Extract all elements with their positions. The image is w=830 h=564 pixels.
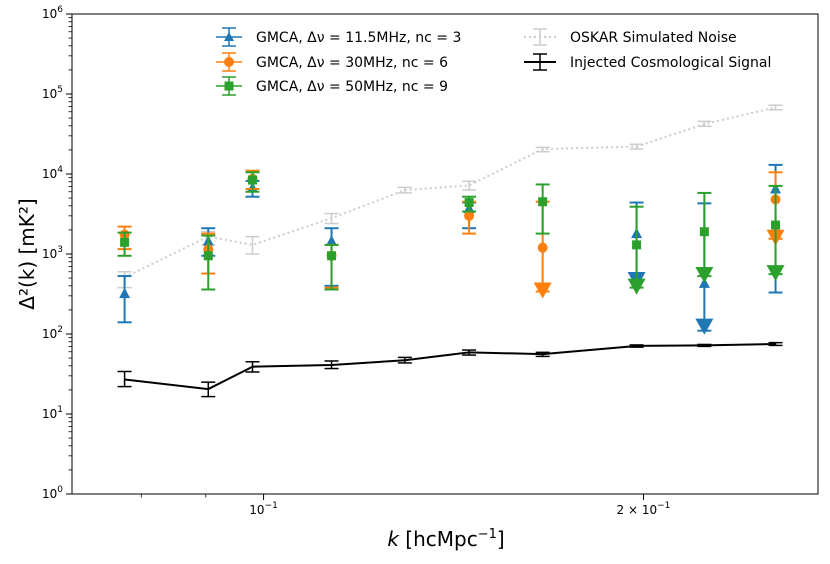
triangle-marker (326, 235, 338, 246)
square-marker (248, 175, 258, 185)
legend-entry-injected-signal: Injected Cosmological Signal (524, 53, 771, 71)
legend-label-injected-signal: Injected Cosmological Signal (570, 55, 771, 71)
y-tick-label: 101 (42, 405, 63, 421)
oskar-simulated-noise-line (124, 106, 776, 279)
legend-label-oskar-noise: OSKAR Simulated Noise (570, 30, 737, 46)
legend-label-gmca-50mhz: GMCA, Δν = 50MHz, nc = 9 (256, 79, 448, 95)
triangle-marker (119, 287, 131, 299)
square-marker (699, 227, 709, 237)
square-marker (464, 198, 474, 208)
square-marker (632, 240, 642, 250)
series-gmca-50mhz-nc-9 (117, 171, 785, 295)
series-gmca-30mhz-nc-6 (117, 169, 785, 299)
square-marker (203, 251, 213, 261)
series-oskar-simulated-noise (117, 104, 783, 289)
series-injected-cosmological-signal (117, 341, 783, 398)
legend-label-gmca-30mhz: GMCA, Δν = 30MHz, nc = 6 (256, 55, 448, 71)
x-tick-label: 2 × 10−1 (617, 501, 671, 517)
legend-entry-oskar-noise: OSKAR Simulated Noise (524, 28, 737, 46)
x-axis: 10−1 2 × 10−1 (140, 494, 671, 517)
square-marker (538, 197, 548, 207)
plot-content (117, 104, 785, 398)
y-tick-label: 105 (42, 85, 63, 101)
y-tick-label: 104 (42, 165, 63, 181)
legend-entry-gmca-30mhz: GMCA, Δν = 30MHz, nc = 6 (216, 52, 448, 72)
y-tick-label: 106 (42, 5, 63, 21)
upper-limit-arrow (627, 278, 646, 295)
upper-limit-arrow (695, 318, 714, 335)
series-gmca-11-5mhz-nc-3 (117, 163, 783, 335)
y-tick-label: 103 (42, 245, 63, 261)
x-axis-title: k [hcMpc−1] (387, 527, 504, 551)
y-tick-label: 100 (42, 485, 63, 501)
upper-limit-arrow (766, 265, 785, 282)
injected-cosmological-signal-line (124, 342, 776, 391)
circle-marker (537, 242, 548, 253)
circle-marker (464, 210, 475, 221)
x-tick-label: 10−1 (249, 501, 278, 517)
upper-limit-arrow (695, 267, 714, 284)
upper-limit-arrow (533, 282, 552, 299)
y-tick-label: 102 (42, 325, 63, 341)
square-marker (120, 237, 130, 247)
square-marker (771, 220, 781, 230)
y-axis: 100 101 102 103 104 105 106 (42, 5, 72, 501)
y-axis-title: Δ²(k) [mK²] (15, 198, 39, 309)
legend: GMCA, Δν = 11.5MHz, nc = 3 GMCA, Δν = 30… (216, 27, 771, 96)
legend-entry-gmca-11-5mhz: GMCA, Δν = 11.5MHz, nc = 3 (216, 27, 461, 47)
square-marker (327, 251, 337, 261)
legend-label-gmca-11-5mhz: GMCA, Δν = 11.5MHz, nc = 3 (256, 30, 461, 46)
legend-entry-gmca-50mhz: GMCA, Δν = 50MHz, nc = 9 (216, 76, 448, 96)
